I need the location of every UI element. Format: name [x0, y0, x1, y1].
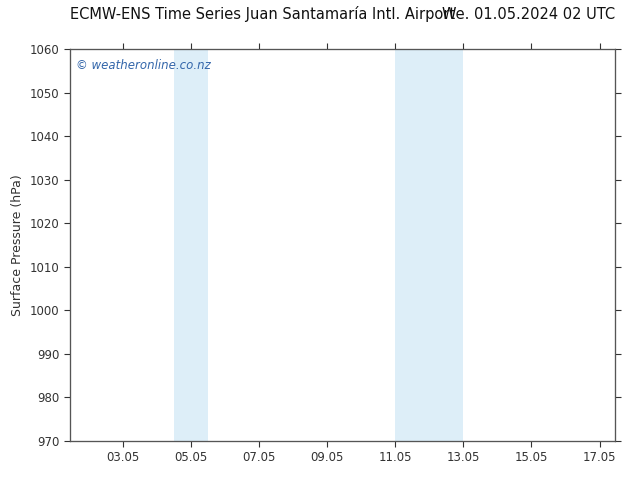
Text: © weatheronline.co.nz: © weatheronline.co.nz	[76, 59, 211, 72]
Bar	[174, 49, 208, 441]
Text: ECMW-ENS Time Series Juan Santamaría Intl. Airport: ECMW-ENS Time Series Juan Santamaría Int…	[70, 6, 455, 22]
Bar	[395, 49, 463, 441]
Y-axis label: Surface Pressure (hPa): Surface Pressure (hPa)	[11, 174, 24, 316]
Text: We. 01.05.2024 02 UTC: We. 01.05.2024 02 UTC	[442, 7, 615, 22]
